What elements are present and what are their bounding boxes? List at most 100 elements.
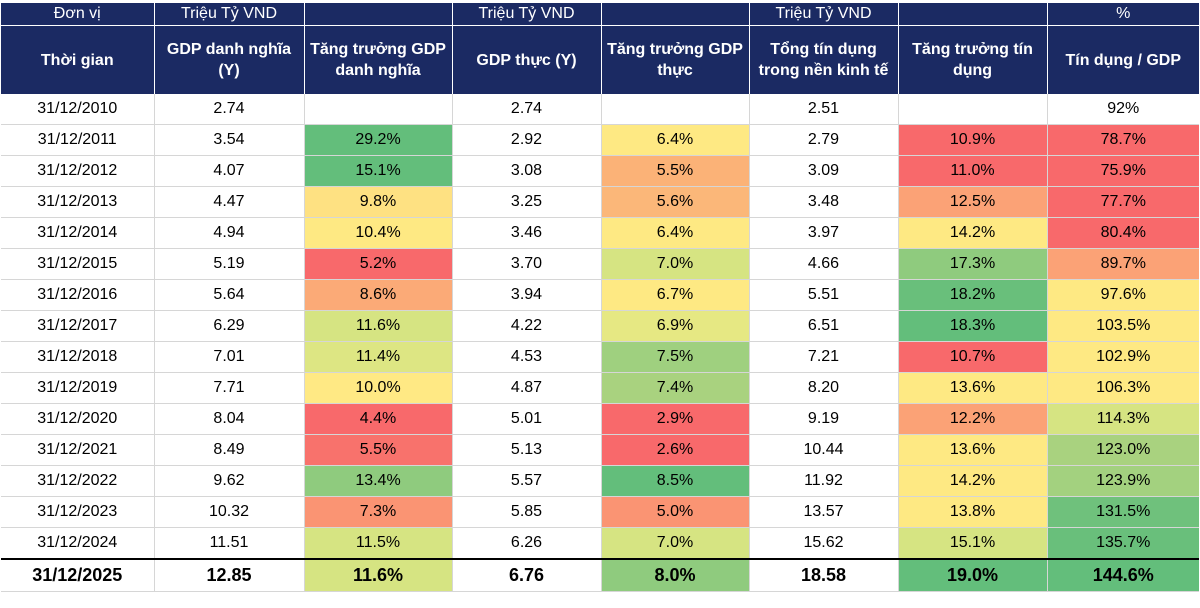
cell-credit-growth: 19.0% xyxy=(898,558,1048,592)
cell-total-credit: 3.97 xyxy=(749,217,899,249)
cell-nominal-gdp: 8.49 xyxy=(154,434,305,466)
cell-nominal-gdp-growth: 15.1% xyxy=(304,155,453,187)
cell-credit-growth: 14.2% xyxy=(898,217,1048,249)
cell-nominal-gdp-growth: 9.8% xyxy=(304,186,453,218)
table-row: 31/12/2010 2.74 2.74 2.51 92% xyxy=(1,94,1199,125)
cell-real-gdp-growth: 6.9% xyxy=(601,310,750,342)
cell-total-credit: 4.66 xyxy=(749,248,899,280)
cell-nominal-gdp: 11.51 xyxy=(154,527,305,560)
cell-nominal-gdp: 4.94 xyxy=(154,217,305,249)
cell-credit-to-gdp: 89.7% xyxy=(1047,248,1199,280)
unit-cell xyxy=(304,3,453,26)
cell-credit-to-gdp: 97.6% xyxy=(1047,279,1199,311)
cell-total-credit: 3.09 xyxy=(749,155,899,187)
cell-credit-growth: 10.9% xyxy=(898,124,1048,156)
table-row: 31/12/2012 4.07 15.1% 3.08 5.5% 3.09 11.0% 75.9… xyxy=(1,155,1199,187)
cell-nominal-gdp-growth xyxy=(304,94,453,125)
cell-total-credit: 6.51 xyxy=(749,310,899,342)
cell-real-gdp-growth: 7.0% xyxy=(601,248,750,280)
cell-credit-growth: 13.6% xyxy=(898,372,1048,404)
table-body: 31/12/2010 2.74 2.74 2.51 92% 31/12/2011 3.54 2… xyxy=(1,94,1199,592)
cell-credit-growth: 13.6% xyxy=(898,434,1048,466)
cell-real-gdp: 3.46 xyxy=(452,217,602,249)
cell-nominal-gdp-growth: 11.6% xyxy=(304,558,453,592)
cell-credit-growth: 10.7% xyxy=(898,341,1048,373)
cell-credit-to-gdp: 123.0% xyxy=(1047,434,1199,466)
cell-nominal-gdp: 5.64 xyxy=(154,279,305,311)
table-row: 31/12/2016 5.64 8.6% 3.94 6.7% 5.51 18.2% 97.6% xyxy=(1,279,1199,311)
cell-total-credit: 3.48 xyxy=(749,186,899,218)
cell-time: 31/12/2024 xyxy=(1,527,155,560)
cell-nominal-gdp: 9.62 xyxy=(154,465,305,497)
cell-real-gdp: 5.01 xyxy=(452,403,602,435)
cell-real-gdp: 6.76 xyxy=(452,558,602,592)
cell-credit-to-gdp: 106.3% xyxy=(1047,372,1199,404)
cell-time: 31/12/2012 xyxy=(1,155,155,187)
cell-time: 31/12/2021 xyxy=(1,434,155,466)
cell-nominal-gdp: 4.47 xyxy=(154,186,305,218)
cell-credit-to-gdp: 135.7% xyxy=(1047,527,1199,560)
unit-cell: Triệu Tỷ VND xyxy=(154,3,305,26)
cell-nominal-gdp-growth: 29.2% xyxy=(304,124,453,156)
cell-real-gdp: 3.08 xyxy=(452,155,602,187)
column-header-nominal-gdp: GDP danh nghĩa (Y) xyxy=(154,25,305,94)
cell-real-gdp: 6.26 xyxy=(452,527,602,560)
cell-credit-growth: 13.8% xyxy=(898,496,1048,528)
cell-credit-growth: 15.1% xyxy=(898,527,1048,560)
cell-real-gdp: 5.13 xyxy=(452,434,602,466)
cell-credit-growth: 11.0% xyxy=(898,155,1048,187)
cell-credit-growth: 12.2% xyxy=(898,403,1048,435)
cell-nominal-gdp: 5.19 xyxy=(154,248,305,280)
cell-total-credit: 8.20 xyxy=(749,372,899,404)
cell-time: 31/12/2010 xyxy=(1,94,155,125)
cell-credit-to-gdp: 78.7% xyxy=(1047,124,1199,156)
column-header-credit-growth: Tăng trưởng tín dụng xyxy=(898,25,1048,94)
cell-total-credit: 7.21 xyxy=(749,341,899,373)
table-row: 31/12/2020 8.04 4.4% 5.01 2.9% 9.19 12.2% 114.3… xyxy=(1,403,1199,435)
cell-nominal-gdp: 3.54 xyxy=(154,124,305,156)
table-row: 31/12/2013 4.47 9.8% 3.25 5.6% 3.48 12.5% 77.7% xyxy=(1,186,1199,218)
header-row: Thời gian GDP danh nghĩa (Y) Tăng trưởng… xyxy=(1,25,1199,94)
cell-time: 31/12/2011 xyxy=(1,124,155,156)
cell-credit-to-gdp: 103.5% xyxy=(1047,310,1199,342)
cell-real-gdp-growth: 2.9% xyxy=(601,403,750,435)
cell-credit-to-gdp: 102.9% xyxy=(1047,341,1199,373)
cell-real-gdp: 4.53 xyxy=(452,341,602,373)
cell-credit-to-gdp: 144.6% xyxy=(1047,558,1199,592)
cell-total-credit: 2.51 xyxy=(749,94,899,125)
cell-nominal-gdp-growth: 10.0% xyxy=(304,372,453,404)
cell-real-gdp-growth: 5.5% xyxy=(601,155,750,187)
cell-real-gdp-growth: 7.0% xyxy=(601,527,750,560)
cell-real-gdp: 3.94 xyxy=(452,279,602,311)
table-row: 31/12/2023 10.32 7.3% 5.85 5.0% 13.57 13.8% 131… xyxy=(1,496,1199,528)
table-row: 31/12/2024 11.51 11.5% 6.26 7.0% 15.62 15.1% 13… xyxy=(1,527,1199,560)
cell-total-credit: 11.92 xyxy=(749,465,899,497)
cell-nominal-gdp-growth: 11.5% xyxy=(304,527,453,560)
cell-total-credit: 18.58 xyxy=(749,558,899,592)
cell-real-gdp: 2.92 xyxy=(452,124,602,156)
cell-nominal-gdp: 4.07 xyxy=(154,155,305,187)
cell-nominal-gdp: 7.01 xyxy=(154,341,305,373)
cell-credit-growth: 17.3% xyxy=(898,248,1048,280)
cell-time: 31/12/2014 xyxy=(1,217,155,249)
cell-credit-to-gdp: 131.5% xyxy=(1047,496,1199,528)
column-header-credit-to-gdp: Tín dụng / GDP xyxy=(1047,25,1199,94)
cell-real-gdp: 5.57 xyxy=(452,465,602,497)
cell-real-gdp: 3.70 xyxy=(452,248,602,280)
cell-nominal-gdp-growth: 5.5% xyxy=(304,434,453,466)
cell-real-gdp-growth: 2.6% xyxy=(601,434,750,466)
cell-nominal-gdp: 2.74 xyxy=(154,94,305,125)
cell-real-gdp-growth: 7.5% xyxy=(601,341,750,373)
cell-nominal-gdp-growth: 10.4% xyxy=(304,217,453,249)
cell-nominal-gdp: 8.04 xyxy=(154,403,305,435)
cell-nominal-gdp-growth: 5.2% xyxy=(304,248,453,280)
cell-total-credit: 5.51 xyxy=(749,279,899,311)
cell-real-gdp-growth: 5.0% xyxy=(601,496,750,528)
unit-cell xyxy=(601,3,750,26)
table-row: 31/12/2018 7.01 11.4% 4.53 7.5% 7.21 10.7% 102.… xyxy=(1,341,1199,373)
table-row: 31/12/2019 7.71 10.0% 4.87 7.4% 8.20 13.6% 106.… xyxy=(1,372,1199,404)
cell-time: 31/12/2025 xyxy=(1,558,155,592)
cell-nominal-gdp-growth: 11.6% xyxy=(304,310,453,342)
cell-nominal-gdp-growth: 4.4% xyxy=(304,403,453,435)
unit-cell: % xyxy=(1047,3,1199,26)
